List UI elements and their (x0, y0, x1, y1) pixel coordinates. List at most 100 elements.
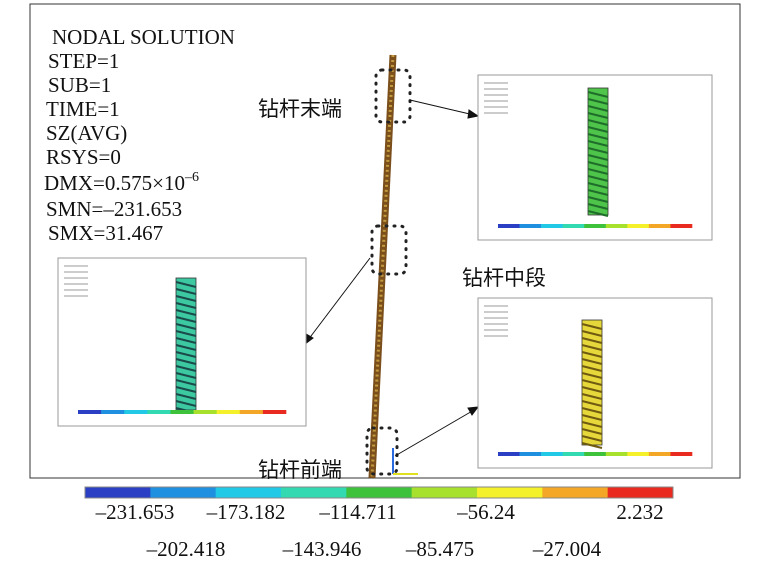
legend-swatch (85, 487, 151, 498)
inset-bar (239, 410, 264, 414)
inset-thread (587, 168, 609, 175)
arrow-head (467, 109, 480, 119)
inset-thread (175, 365, 197, 372)
drill-rod-thread (370, 54, 395, 479)
label-front: 钻杆前端 (258, 458, 342, 482)
inset-thread (175, 281, 197, 288)
inset-bar (670, 224, 693, 228)
color-legend: –231.653 –173.182 –114.711 –56.24 2.232 –202.… (84, 486, 674, 561)
inset-bar (648, 224, 671, 228)
inset-thread (581, 407, 603, 414)
inset-bar (541, 224, 563, 228)
inset-thread (587, 105, 609, 112)
info-line: NODAL SOLUTION (52, 25, 235, 49)
inset (477, 297, 713, 469)
legend-label: –173.182 (206, 500, 286, 524)
inset-bar (498, 224, 520, 228)
inset-thread (175, 358, 197, 365)
inset-thread (175, 316, 197, 323)
arrow (409, 99, 475, 116)
inset (477, 74, 713, 241)
legend-swatch (346, 487, 413, 498)
inset-thread (581, 365, 603, 372)
inset-thread (581, 358, 603, 365)
inset-thread (587, 196, 609, 203)
inset-thread (581, 421, 603, 428)
inset-thread (175, 372, 197, 379)
legend-label: –231.653 (95, 500, 175, 524)
inset-thread (587, 98, 609, 105)
inset-thread (175, 330, 197, 337)
legend-label: –85.475 (405, 537, 474, 561)
inset-thread (581, 337, 603, 344)
legend-swatch (215, 487, 282, 498)
inset-thread (581, 435, 603, 442)
inset-thread (587, 175, 609, 182)
inset-bar (170, 410, 194, 414)
inset-bar (648, 452, 671, 456)
legend-border (84, 486, 674, 499)
inset-thread (175, 393, 197, 400)
inset-thread (587, 210, 609, 217)
inset-thread (587, 161, 609, 168)
inset-thread (587, 189, 609, 196)
legend-swatch (411, 487, 478, 498)
inset-thread (581, 372, 603, 379)
inset-bar (605, 224, 628, 228)
inset-bar (584, 224, 607, 228)
inset-bar (216, 410, 241, 414)
inset-thread (587, 154, 609, 161)
inset-bar (627, 224, 650, 228)
inset-bar (78, 410, 102, 414)
info-line: TIME=1 (46, 97, 120, 121)
inset-bar (519, 452, 542, 456)
inset-thread (581, 400, 603, 407)
legend-label: –202.418 (146, 537, 226, 561)
inset-thread (581, 414, 603, 421)
inset-bar (101, 410, 125, 414)
arrow-head (467, 406, 480, 416)
inset-bar (562, 452, 585, 456)
dmx-exp: –6 (184, 170, 199, 185)
inset-thread (175, 351, 197, 358)
inset-bar (605, 452, 628, 456)
inset-bar (670, 452, 693, 456)
inset-bar (193, 410, 217, 414)
inset-thread (581, 351, 603, 358)
info-line: STEP=1 (48, 49, 119, 73)
inset-bar (124, 410, 148, 414)
markers (365, 68, 412, 476)
inset-thread (587, 140, 609, 147)
legend-label: –27.004 (532, 537, 602, 561)
inset-thread (175, 386, 197, 393)
info-line: RSYS=0 (46, 145, 121, 169)
inset-thread (175, 337, 197, 344)
legend-label: –143.946 (282, 537, 362, 561)
inset-thread (175, 288, 197, 295)
inset-bar (541, 452, 563, 456)
inset-bar (584, 452, 607, 456)
inset-thread (175, 323, 197, 330)
legend-label: –56.24 (456, 500, 515, 524)
inset-thread (175, 344, 197, 351)
inset-thread (581, 344, 603, 351)
inset-thread (175, 309, 197, 316)
label-end: 钻杆末端 (258, 97, 342, 121)
info-line: DMX=0.575×10–6 (44, 170, 199, 195)
inset-bar (519, 224, 542, 228)
inset (57, 257, 307, 427)
inset-thread (587, 133, 609, 140)
inset-bar (498, 452, 520, 456)
inset-thread (581, 442, 603, 449)
arrow (394, 409, 475, 457)
label-middle: 钻杆中段 (462, 266, 546, 290)
axis-triad (392, 448, 418, 475)
marker-front (365, 426, 399, 476)
legend-label: –114.711 (318, 500, 396, 524)
inset-thread (175, 379, 197, 386)
inset-thread (175, 302, 197, 309)
inset-bar (262, 410, 287, 414)
inset-thread (175, 400, 197, 407)
dmx: DMX=0.575×10 (44, 171, 185, 195)
info-line: SMX=31.467 (48, 221, 163, 245)
